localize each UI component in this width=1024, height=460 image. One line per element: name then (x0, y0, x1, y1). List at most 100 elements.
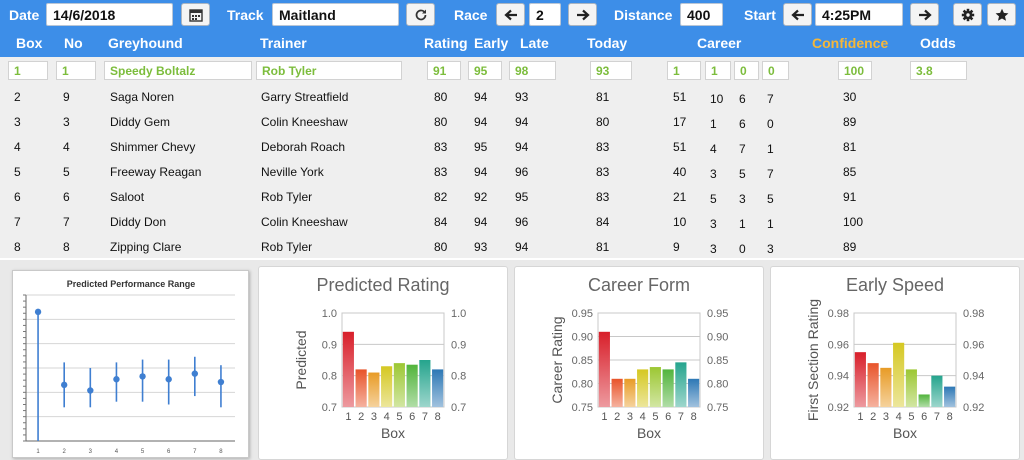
performance-range-svg: Predicted Performance Range 1 2 3 4 5 6 7 8 (23, 279, 235, 455)
selected-runner-row[interactable]: 1 1 Speedy Boltalz Rob Tyler 91 95 98 93… (0, 57, 1024, 82)
settings-button[interactable] (953, 3, 982, 26)
cell-career-wins: 3 (710, 167, 717, 181)
cell-career-thirds: 5 (767, 192, 774, 206)
col-rating[interactable]: Rating (424, 35, 468, 51)
gear-icon (961, 8, 974, 21)
col-early[interactable]: Early (474, 35, 509, 51)
track-label: Track (227, 7, 264, 23)
career-form-chart: 0.95 0.95 0.90 0.90 0.85 0.85 0.80 0.80 0.75 0.75… (549, 308, 728, 441)
y2-tick-label: 0.75 (707, 402, 728, 414)
selected-trainer-field[interactable]: Rob Tyler (256, 61, 402, 80)
calendar-button[interactable] (181, 3, 210, 26)
selected-no-field[interactable]: 1 (56, 61, 96, 80)
race-prev-button[interactable] (496, 3, 525, 26)
x-tick-label: 4 (640, 411, 646, 423)
x-tick-label: 2 (358, 411, 364, 423)
race-next-button[interactable] (568, 3, 597, 26)
start-time-input[interactable]: 4:25PM (815, 3, 903, 26)
distance-input[interactable]: 400 (680, 3, 723, 26)
early-speed-chart: 0.98 0.98 0.96 0.96 0.94 0.94 0.92 0.92 1 2 3 4 5 6 7 8… (805, 299, 984, 441)
cell-career-seconds: 3 (739, 192, 746, 206)
x-tick-label: 5 (908, 411, 914, 423)
col-greyhound[interactable]: Greyhound (108, 35, 183, 51)
date-input[interactable]: 14/6/2018 (46, 3, 173, 26)
arrow-right-icon (918, 9, 932, 20)
cell-early: 94 (474, 165, 488, 179)
cell-late: 96 (515, 165, 529, 179)
y-tick-label: 0.9 (322, 339, 337, 351)
runner-row[interactable]: 7 7 Diddy Don Colin Kneeshaw 84 94 96 84 100 10 3 1… (0, 209, 1024, 234)
bar-box-4 (893, 342, 905, 407)
x-axis-title: Box (637, 425, 661, 441)
bar-box-4 (381, 366, 393, 407)
y-tick-label: 0.75 (572, 402, 593, 414)
runner-row[interactable]: 6 6 Saloot Rob Tyler 82 92 95 83 91 21 5 3 5 (0, 184, 1024, 209)
selected-late-field[interactable]: 98 (509, 61, 556, 80)
race-input[interactable]: 2 (529, 3, 561, 26)
cell-no: 4 (63, 140, 70, 154)
x-tick-label: 1 (857, 411, 863, 423)
cell-career-seconds: 7 (739, 142, 746, 156)
col-box[interactable]: Box (16, 35, 43, 51)
start-next-button[interactable] (910, 3, 939, 26)
runner-row[interactable]: 8 8 Zipping Clare Rob Tyler 80 93 94 81 89 9 3 0 3 (0, 234, 1024, 259)
y-tick-label: 0.96 (828, 339, 849, 351)
selected-career-thirds-field[interactable]: 0 (762, 61, 789, 80)
col-today[interactable]: Today (587, 35, 628, 51)
cell-no: 6 (63, 190, 70, 204)
selected-career-seconds-field[interactable]: 0 (734, 61, 759, 80)
bar-box-2 (355, 369, 367, 407)
runner-row[interactable]: 5 5 Freeway Reagan Neville York 83 94 96 83 85 40… (0, 159, 1024, 184)
selected-career-starts-field[interactable]: 1 (667, 61, 701, 80)
cell-box: 5 (14, 165, 21, 179)
cell-rating: 83 (434, 140, 448, 154)
col-no[interactable]: No (64, 35, 83, 51)
selected-greyhound-field[interactable]: Speedy Boltalz (104, 61, 252, 80)
runner-row[interactable]: 4 4 Shimmer Chevy Deborah Roach 83 95 94 83 81 51… (0, 134, 1024, 159)
runner-row[interactable]: 2 9 Saga Noren Garry Streatfield 80 94 93 81 30 5… (0, 84, 1024, 109)
refresh-button[interactable] (406, 3, 435, 26)
col-confidence[interactable]: Confidence (812, 35, 889, 51)
cell-late: 93 (515, 90, 529, 104)
col-career[interactable]: Career (697, 35, 742, 51)
track-input[interactable]: Maitland (272, 3, 399, 26)
col-late[interactable]: Late (520, 35, 549, 51)
cell-career-seconds: 5 (739, 167, 746, 181)
favorite-button[interactable] (987, 3, 1016, 26)
selected-rating-field[interactable]: 91 (427, 61, 461, 80)
y-tick-label: 0.92 (828, 402, 849, 414)
cell-career-seconds: 6 (739, 117, 746, 131)
col-odds[interactable]: Odds (920, 35, 956, 51)
x-tick-label: 6 (167, 449, 171, 455)
y-tick-label: 0.7 (322, 402, 337, 414)
col-trainer[interactable]: Trainer (260, 35, 307, 51)
range-point (113, 376, 120, 383)
range-point (34, 308, 42, 316)
selected-confidence-field[interactable]: 100 (838, 61, 872, 80)
x-tick-label: 6 (409, 411, 415, 423)
predicted-rating-chart: 1.0 1.0 0.9 0.9 0.8 0.8 0.7 0.7 1 2 3 4 5 6 7 8 Box Predi… (293, 308, 466, 441)
y-tick-label: 1.0 (322, 308, 337, 320)
cell-confidence: 89 (843, 115, 857, 129)
selected-early-field[interactable]: 95 (468, 61, 502, 80)
bar-box-2 (867, 363, 879, 407)
bar-box-6 (662, 369, 674, 407)
career-form-title: Career Form (587, 275, 690, 295)
selected-odds-field[interactable]: 3.8 (910, 61, 967, 80)
runner-row[interactable]: 3 3 Diddy Gem Colin Kneeshaw 80 94 94 80 89 17 1 6 0 (0, 109, 1024, 134)
cell-greyhound: Saloot (110, 190, 145, 204)
range-point (165, 376, 172, 383)
bar-box-6 (918, 394, 930, 407)
x-tick-label: 4 (115, 449, 119, 455)
y2-tick-label: 1.0 (451, 308, 466, 320)
y2-tick-label: 0.95 (707, 308, 728, 320)
x-tick-label: 8 (219, 449, 223, 455)
cell-box: 7 (14, 215, 21, 229)
selected-today-field[interactable]: 93 (590, 61, 632, 80)
selected-career-wins-field[interactable]: 1 (705, 61, 731, 80)
start-prev-button[interactable] (783, 3, 812, 26)
y2-tick-label: 0.92 (963, 402, 984, 414)
selected-box-field[interactable]: 1 (8, 61, 48, 80)
cell-early: 94 (474, 90, 488, 104)
